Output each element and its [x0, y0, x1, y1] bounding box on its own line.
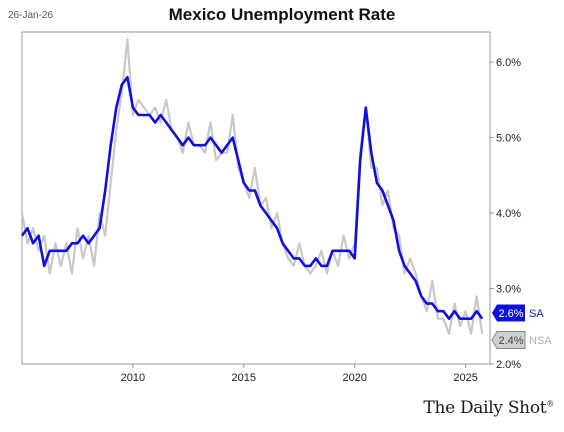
series-line-nsa — [20, 38, 484, 335]
y-tick-label: 3.0% — [496, 284, 521, 296]
end-label-value-sa: 2.6% — [498, 308, 523, 320]
legend-label-nsa: NSA — [529, 335, 552, 347]
y-tick-label: 2.0% — [496, 359, 521, 371]
date-stamp: 26-Jan-26 — [8, 10, 54, 21]
x-tick-label: 2020 — [342, 372, 366, 384]
chart-title: Mexico Unemployment Rate — [168, 5, 396, 24]
x-tick-label: 2010 — [121, 372, 145, 384]
legend-label-sa: SA — [529, 308, 544, 320]
plot-frame — [21, 31, 491, 365]
end-label-box-nsa — [491, 331, 526, 349]
y-tick-label: 5.0% — [496, 133, 521, 145]
brand-logo: The Daily Shot® — [423, 398, 554, 418]
x-tick-label: 2025 — [453, 372, 477, 384]
y-tick-label: 4.0% — [496, 208, 521, 220]
x-tick-label: 2015 — [232, 372, 256, 384]
end-label-value-nsa: 2.4% — [498, 335, 523, 347]
brand-name: The Daily Shot — [423, 398, 547, 418]
brand-mark: ® — [546, 399, 554, 409]
end-label-box-sa — [492, 304, 525, 322]
series-line-sa — [20, 76, 484, 320]
y-tick-label: 6.0% — [496, 57, 521, 69]
